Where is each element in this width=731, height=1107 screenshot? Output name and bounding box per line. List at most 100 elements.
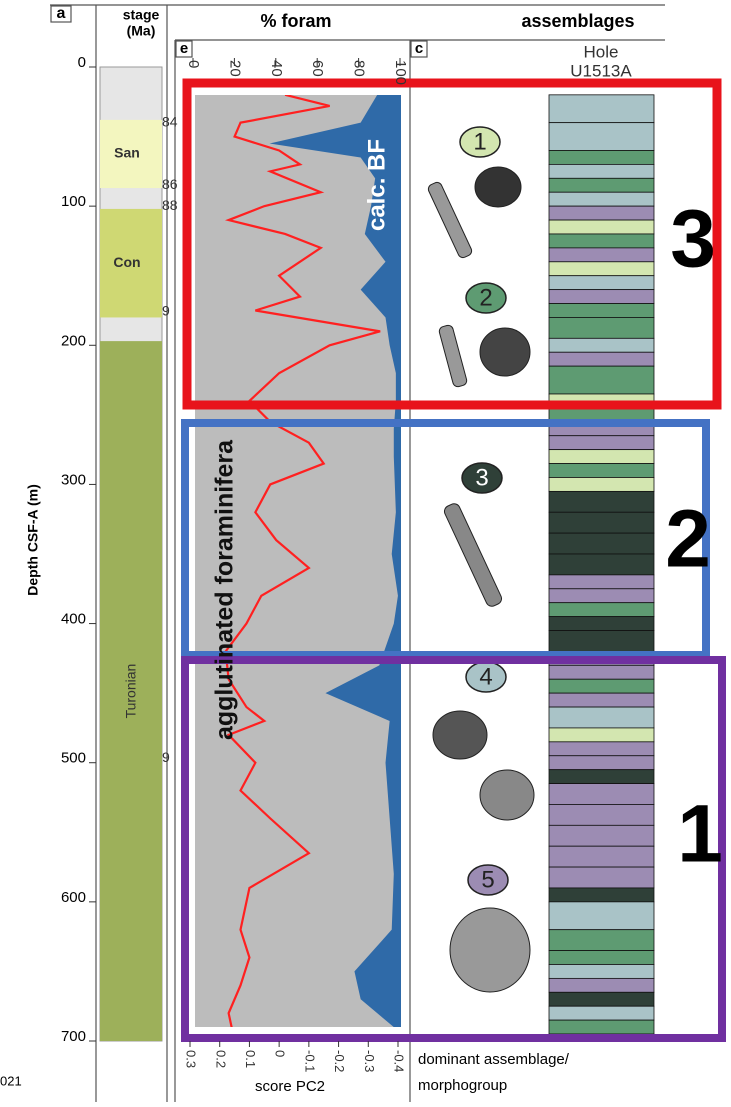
- stage-label: Con: [113, 254, 140, 270]
- assemblage-layer: [549, 366, 654, 394]
- age-label: 88: [162, 197, 178, 213]
- assemblage-layer: [549, 888, 654, 902]
- area-label: calc. BF: [363, 139, 390, 231]
- panel-label: e: [180, 40, 188, 57]
- legend-label: 2: [479, 284, 492, 311]
- y-tick-label: 700: [61, 1028, 86, 1045]
- stage-header: (Ma): [127, 23, 156, 39]
- assemblage-layer: [549, 317, 654, 338]
- legend-label: 3: [475, 464, 488, 491]
- assemblage-layer: [549, 707, 654, 728]
- age-label: 84: [162, 113, 178, 129]
- assemblage-layer: [549, 617, 654, 631]
- y-tick-label: 0: [78, 54, 86, 71]
- y-tick-label: 600: [61, 889, 86, 906]
- age-label: 9: [162, 749, 170, 765]
- assemblage-layer: [549, 206, 654, 220]
- assemblage-axis-title: dominant assemblage/: [418, 1051, 570, 1068]
- foram-title: % foram: [260, 11, 331, 31]
- x-tick-label: 60: [309, 60, 326, 77]
- x-tick-label: -0.3: [362, 1050, 377, 1072]
- assemblage-layer: [549, 178, 654, 192]
- assemblage-layer: [549, 512, 654, 533]
- assemblage-layer: [549, 575, 654, 589]
- assemblage-layer: [549, 220, 654, 234]
- figure: a stage (Ma) % foram assemblages e c Hol…: [0, 0, 731, 1102]
- assemblage-layer: [549, 770, 654, 784]
- y-tick-label: 200: [61, 332, 86, 349]
- x-tick-label: 0.1: [243, 1050, 258, 1068]
- page: { "panel_a":{"label":"a","header":["stag…: [0, 0, 731, 1102]
- assemblage-layer: [549, 589, 654, 603]
- x-tick-label: -0.2: [332, 1050, 347, 1072]
- assemblage-layer: [549, 902, 654, 930]
- x-tick-label: -0.1: [302, 1050, 317, 1072]
- zone-label: 3: [670, 194, 716, 285]
- x-tick-label: 0: [273, 1050, 288, 1057]
- assemblage-layer: [549, 192, 654, 206]
- assemblage-layer: [549, 804, 654, 825]
- assemblage-layer: [549, 679, 654, 693]
- y-tick-label: 500: [61, 750, 86, 767]
- assemblage-layer: [549, 491, 654, 512]
- assemblage-layer: [549, 477, 654, 491]
- assemblage-layer: [549, 304, 654, 318]
- y-tick-label: 100: [61, 193, 86, 210]
- assemblage-layer: [549, 951, 654, 965]
- age-label: 9: [162, 303, 170, 319]
- panel-label: a: [57, 5, 66, 22]
- assemblage-layer: [549, 846, 654, 867]
- assemblage-layer: [549, 756, 654, 770]
- legend-label: 4: [479, 663, 492, 690]
- assemblage-layer: [549, 554, 654, 575]
- y-tick-label: 300: [61, 471, 86, 488]
- footer: 021: [0, 1073, 22, 1088]
- assemblage-title: assemblages: [521, 11, 634, 31]
- assemblage-layer: [549, 123, 654, 151]
- assemblage-layer: [549, 742, 654, 756]
- assemblage-layer: [549, 464, 654, 478]
- zone-label: 1: [677, 789, 723, 880]
- assemblage-layer: [549, 825, 654, 846]
- assemblage-layer: [549, 693, 654, 707]
- assemblage-layer: [549, 248, 654, 262]
- x-tick-label: 40: [268, 60, 285, 77]
- assemblage-layer: [549, 978, 654, 992]
- assemblage-layer: [549, 930, 654, 951]
- age-label: 86: [162, 176, 178, 192]
- x-tick-label: 100: [392, 60, 409, 85]
- assemblage-layer: [549, 784, 654, 805]
- x-tick-label: 80: [351, 60, 368, 77]
- assemblage-layer: [549, 164, 654, 178]
- assemblage-layer: [549, 1020, 654, 1034]
- assemblage-layer: [549, 436, 654, 450]
- stage-header: stage: [123, 7, 160, 23]
- x-tick-label: 0.2: [213, 1050, 228, 1068]
- assemblage-layer: [549, 665, 654, 679]
- assemblage-layer: [549, 867, 654, 888]
- stage-label: San: [114, 145, 140, 161]
- x-tick-label: 0: [185, 60, 202, 68]
- hole-label: U1513A: [570, 61, 632, 80]
- assemblage-layer: [549, 450, 654, 464]
- stage-label: Turonian: [123, 664, 139, 719]
- x-tick-label: 0.3: [184, 1050, 199, 1068]
- assemblage-layer: [549, 992, 654, 1006]
- assemblage-axis-title: morphogroup: [418, 1077, 507, 1094]
- legend-label: 5: [481, 866, 494, 893]
- assemblage-layer: [549, 964, 654, 978]
- assemblage-layer: [549, 150, 654, 164]
- pc2-axis-title: score PC2: [255, 1078, 325, 1095]
- assemblage-layer: [549, 338, 654, 352]
- x-tick-label: 20: [226, 60, 243, 77]
- assemblage-layer: [549, 262, 654, 276]
- assemblage-layer: [549, 234, 654, 248]
- assemblage-layer: [549, 352, 654, 366]
- assemblage-layer: [549, 95, 654, 123]
- assemblage-layer: [549, 533, 654, 554]
- hole-label: Hole: [584, 42, 619, 61]
- assemblage-layer: [549, 290, 654, 304]
- area-label: agglutinated foraminifera: [211, 439, 239, 740]
- depth-axis-title: Depth CSF-A (m): [25, 484, 41, 595]
